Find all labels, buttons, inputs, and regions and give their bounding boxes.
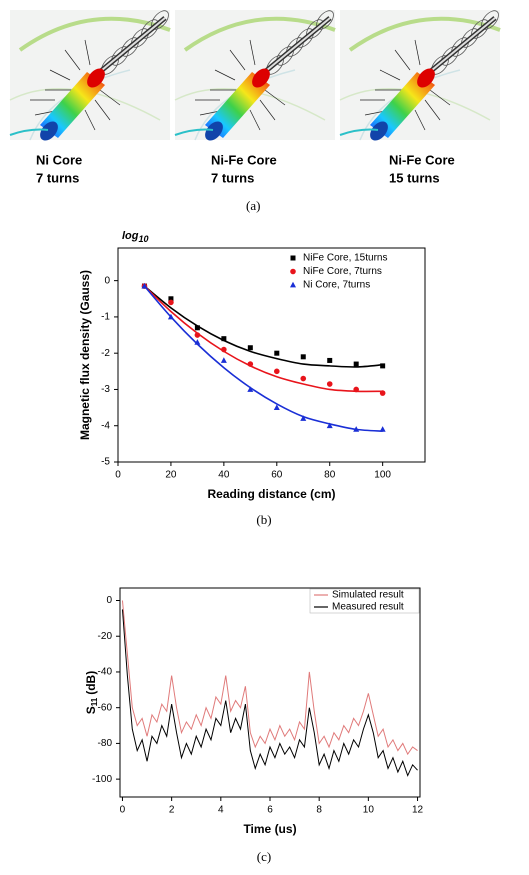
legend-label: NiFe Core, 15turns — [303, 253, 387, 264]
image-label: Ni Core — [36, 152, 82, 167]
simulation-image — [10, 8, 172, 144]
data-point — [141, 282, 148, 289]
legend-label: Ni Core, 7turns — [303, 280, 370, 291]
data-point — [194, 332, 201, 338]
y-tick-label: -4 — [101, 420, 110, 431]
data-point — [273, 368, 280, 375]
image-label: Ni-Fe Core — [211, 152, 277, 167]
data-point — [353, 386, 359, 393]
y-tick-label: 0 — [104, 275, 110, 286]
image-label: Ni-Fe Core — [389, 152, 455, 167]
data-point — [300, 354, 306, 360]
x-tick-label: 20 — [165, 470, 177, 481]
data-point — [273, 404, 280, 410]
fit-curve — [143, 285, 383, 368]
x-tick-label: 2 — [169, 805, 175, 816]
y-tick-label: -100 — [92, 774, 112, 785]
y-tick-label: -40 — [98, 667, 113, 678]
data-point — [168, 299, 174, 306]
data-point — [326, 381, 333, 387]
y-axis-label-unit: (dB) — [84, 671, 98, 695]
annotation-text: log — [122, 230, 139, 242]
x-tick-label: 6 — [267, 805, 273, 816]
data-point — [300, 415, 307, 421]
caption: (a) — [246, 198, 260, 213]
y-axis-label: Magnetic flux density (Gauss) — [78, 270, 92, 440]
x-tick-label: 4 — [218, 805, 224, 816]
y-tick-label: -2 — [101, 348, 110, 359]
legend-box — [309, 588, 420, 614]
y-tick-label: -20 — [98, 631, 113, 642]
caption: (b) — [256, 512, 271, 527]
x-tick-label: 100 — [374, 470, 391, 481]
data-point — [247, 345, 253, 351]
y-axis-label-text: Magnetic flux density (Gauss) — [78, 270, 92, 440]
data-point — [353, 361, 359, 367]
data-point — [274, 350, 280, 356]
legend-label: Simulated result — [332, 590, 404, 601]
image-label: 15 turns — [389, 170, 440, 185]
x-tick-label: 12 — [412, 805, 424, 816]
legend-marker — [290, 268, 296, 275]
data-point — [326, 422, 333, 429]
x-axis-label: Time (us) — [243, 822, 296, 836]
fit-curve — [143, 285, 383, 432]
fit-curve — [143, 285, 383, 393]
data-point — [194, 325, 200, 331]
data-point — [220, 357, 227, 363]
x-axis-label: Reading distance (cm) — [207, 487, 335, 501]
legend-marker — [290, 255, 296, 261]
data-point — [300, 375, 307, 382]
annotation: log10 — [122, 230, 149, 244]
signal-line — [121, 600, 418, 756]
plot-frame — [117, 247, 426, 463]
legend-marker — [290, 281, 296, 288]
data-point — [221, 336, 227, 342]
data-point — [353, 426, 360, 432]
legend-label: NiFe Core, 7turns — [303, 266, 382, 277]
caption: (c) — [257, 849, 271, 864]
y-tick-label: -60 — [98, 702, 113, 713]
data-point — [221, 346, 227, 353]
annotation-sub: 10 — [139, 234, 149, 244]
data-point — [379, 426, 386, 432]
data-point — [247, 361, 254, 367]
data-point — [247, 386, 254, 392]
signal-line — [121, 609, 418, 777]
y-axis-label-text: S — [84, 706, 98, 714]
data-point — [168, 296, 174, 302]
y-tick-label: -80 — [98, 738, 113, 749]
plot-frame — [119, 587, 421, 798]
simulation-image — [175, 8, 337, 144]
x-tick-label: 10 — [363, 805, 375, 816]
x-tick-label: 0 — [120, 805, 126, 816]
data-point — [327, 357, 333, 363]
legend-label: Measured result — [332, 602, 404, 613]
y-tick-label: -1 — [101, 312, 110, 323]
data-point — [380, 363, 386, 369]
x-tick-label: 8 — [316, 805, 322, 816]
y-tick-label: -5 — [101, 457, 110, 468]
y-axis-label: S11 (dB) — [84, 671, 99, 714]
y-tick-label: 0 — [106, 595, 112, 606]
data-point — [379, 390, 386, 396]
y-axis-label-sub: 11 — [90, 697, 99, 706]
x-tick-label: 60 — [271, 470, 283, 481]
x-tick-label: 0 — [115, 470, 121, 481]
x-tick-label: 40 — [218, 470, 230, 481]
data-point — [167, 313, 174, 320]
image-label: 7 turns — [211, 170, 254, 185]
y-tick-label: -3 — [101, 384, 110, 395]
simulation-image — [340, 8, 502, 144]
x-tick-label: 80 — [324, 470, 336, 481]
image-label: 7 turns — [36, 170, 79, 185]
data-point — [194, 339, 201, 345]
